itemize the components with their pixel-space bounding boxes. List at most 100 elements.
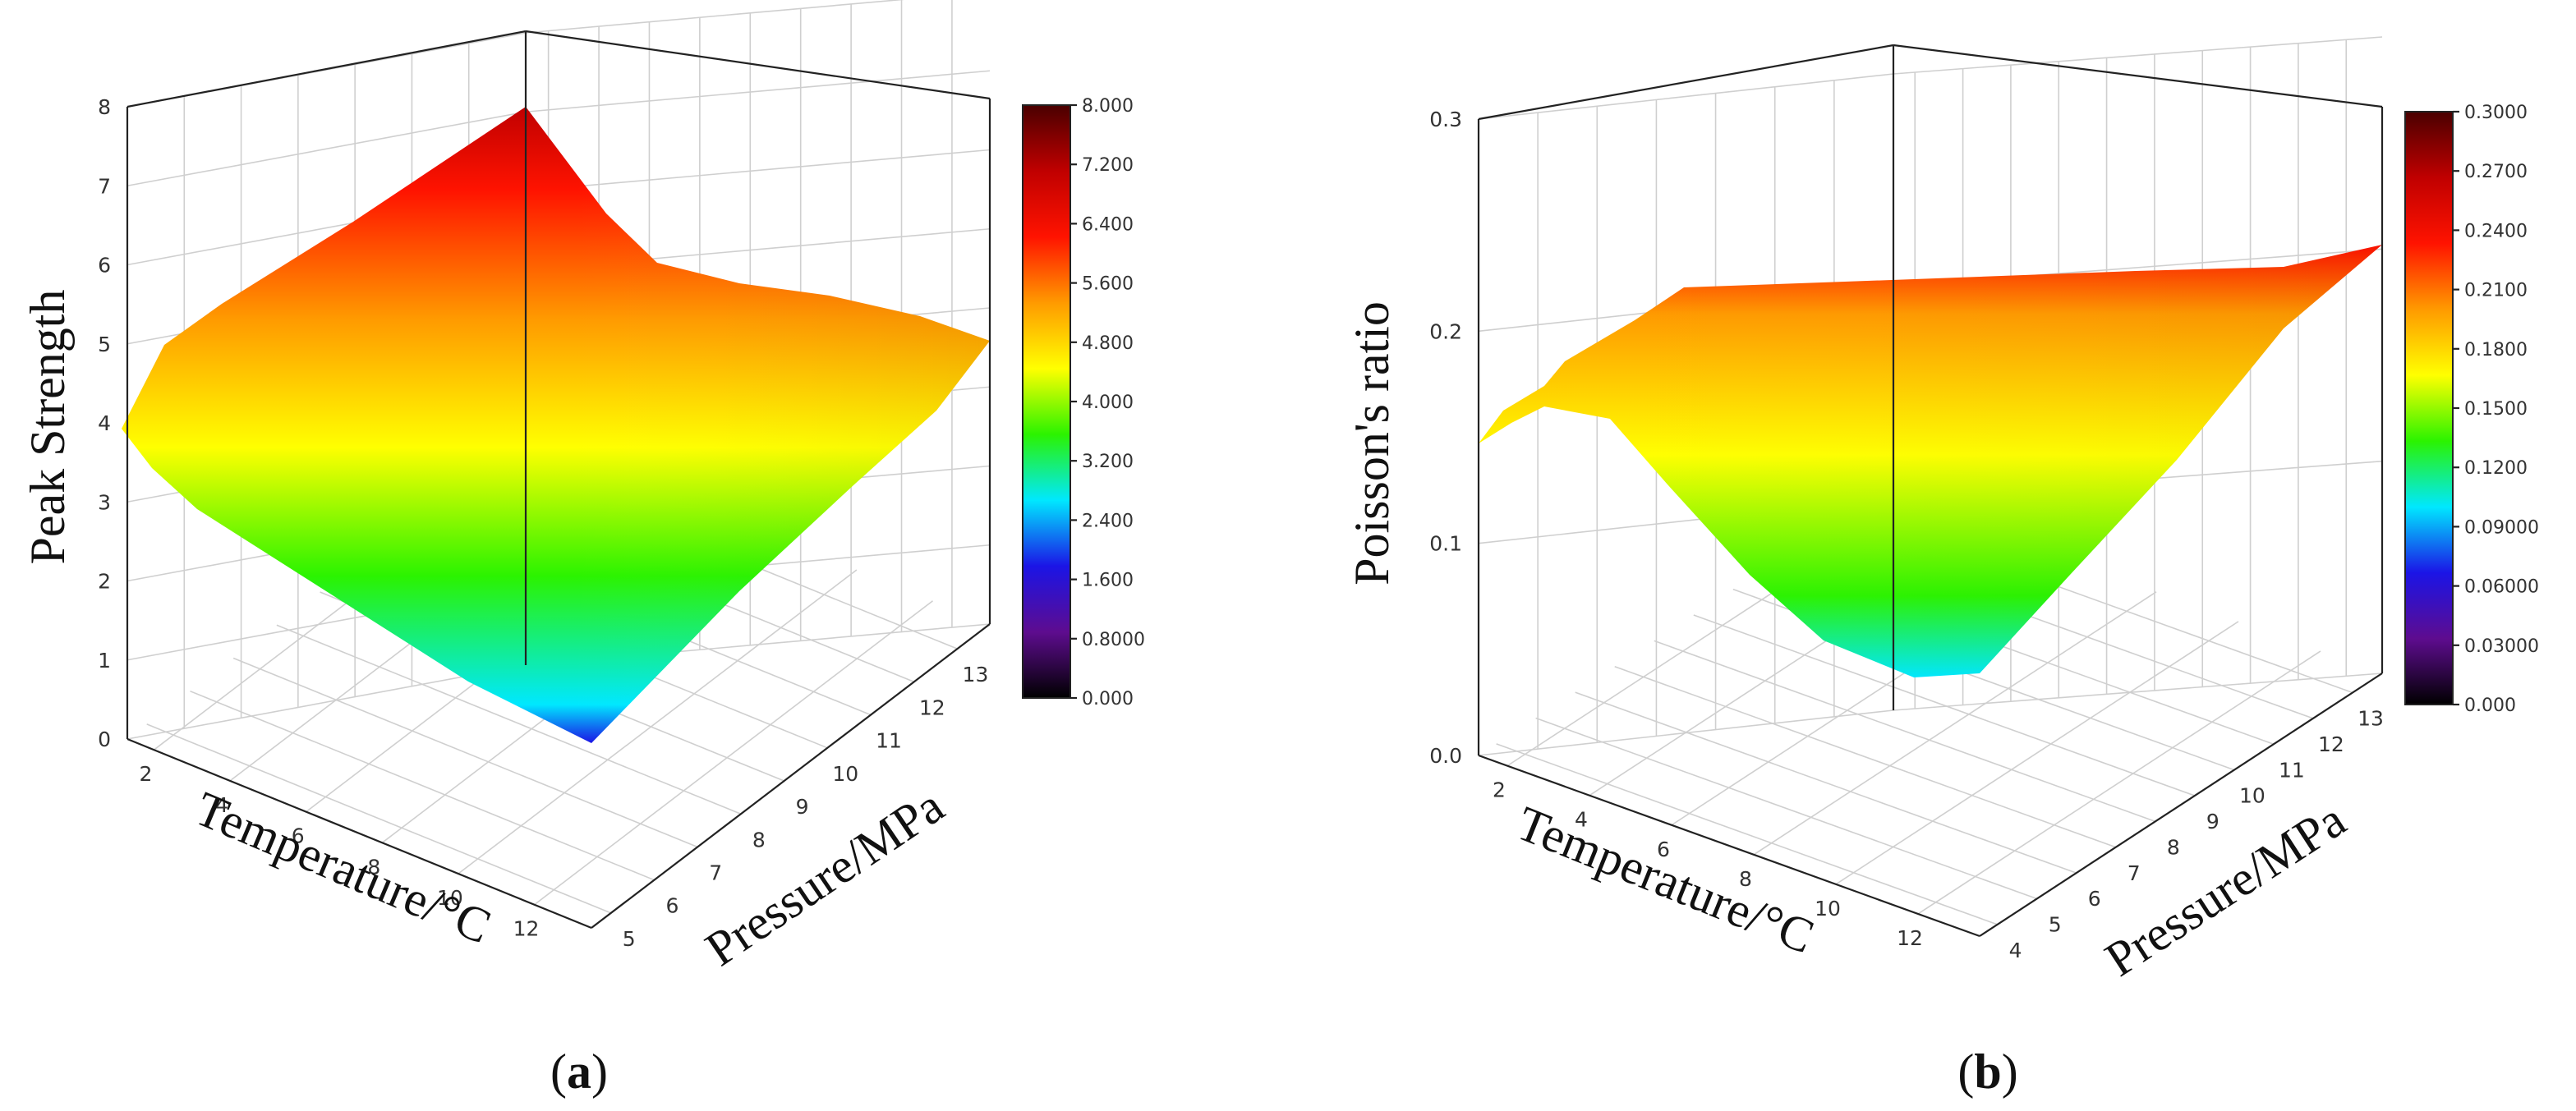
a-xgrid-floor	[458, 569, 858, 875]
a-z-tick-label: 2	[98, 570, 111, 594]
a-y-tick-label: 12	[919, 696, 945, 719]
a-y-tick-label: 5	[623, 927, 636, 951]
b-z-tick-label: 0.0	[1429, 744, 1462, 768]
panel-b-z-label: Poisson's ratio	[1345, 301, 1399, 585]
a-zgrid-left	[126, 111, 527, 187]
panel-b-z-ticks: 0.0 0.1 0.2 0.3	[1429, 108, 1462, 768]
panel-b-y-label: Pressure/MPa	[2095, 792, 2354, 987]
panel-a-back-top	[525, 30, 991, 100]
b-y-tick-label: 9	[2206, 810, 2220, 833]
a-z-tick-label: 7	[98, 174, 111, 198]
b-zgrid-left	[1478, 73, 1894, 120]
b-ygrid-floor	[1496, 743, 1998, 925]
a-y-tick-label: 6	[665, 894, 678, 918]
b-y-tick-label: 8	[2167, 835, 2180, 859]
panel-a-x-label: Temperature/°C	[188, 781, 499, 953]
panel-a-caption: (a)	[550, 1044, 608, 1099]
a-colorbar-label: 8.000	[1082, 96, 1134, 117]
a-ygrid-floor	[232, 657, 698, 848]
panel-a-left-top	[126, 30, 527, 108]
b-z-tick-label: 0.3	[1429, 108, 1462, 131]
b-colorbar-label: 0.03000	[2464, 636, 2539, 657]
b-z-tick-label: 0.2	[1429, 319, 1462, 343]
b-ygrid-floor	[1614, 666, 2117, 848]
a-z-tick-label: 5	[98, 333, 111, 356]
a-z-tick-label: 3	[98, 490, 111, 514]
b-ygrid-floor	[1693, 614, 2196, 797]
panel-a-x-axis	[126, 737, 592, 930]
panel-a-y-ticks: 5 6 7 8 9 10 11 12 13	[623, 663, 989, 951]
a-y-tick-label: 11	[876, 729, 902, 753]
b-ygrid-floor	[1535, 717, 2037, 900]
a-z-tick-label: 1	[98, 649, 111, 673]
a-colorbar-label: 3.200	[1082, 452, 1134, 472]
b-y-tick-label: 11	[2279, 758, 2305, 782]
a-colorbar-label: 5.600	[1082, 274, 1134, 295]
b-xgrid-floor	[1917, 650, 2321, 915]
a-zgrid-back	[525, 149, 991, 192]
a-x-tick-label: 2	[139, 762, 152, 786]
a-ygrid-floor	[146, 723, 612, 914]
a-x-tick-label: 8	[367, 855, 380, 879]
panel-b-y-axis	[1979, 673, 2383, 937]
a-colorbar-label: 7.200	[1082, 155, 1134, 176]
a-x-tick-label: 4	[215, 793, 228, 817]
a-y-tick-label: 8	[752, 828, 766, 852]
b-zgrid-back	[1893, 673, 2383, 711]
a-xgrid-floor	[534, 600, 934, 906]
a-x-tick-label: 12	[513, 917, 540, 941]
b-y-tick-label: 12	[2318, 732, 2344, 756]
b-x-tick-label: 10	[1815, 897, 1841, 920]
panel-b-y-ticks: 4 5 6 7 8 9 10 11 12 13	[2009, 707, 2384, 962]
a-colorbar-label: 6.400	[1082, 214, 1134, 235]
a-zgrid-back	[525, 0, 905, 34]
b-colorbar-label: 0.2100	[2464, 281, 2528, 301]
a-z-tick-label: 4	[98, 411, 111, 435]
b-zgrid-back	[1893, 36, 2383, 75]
a-y-tick-label: 7	[709, 861, 722, 884]
panel-a-colorbar	[1022, 104, 1071, 699]
b-colorbar-label: 0.09000	[2464, 517, 2539, 538]
a-ygrid-floor	[190, 690, 655, 881]
b-x-tick-label: 8	[1739, 867, 1752, 891]
b-colorbar-label: 0.06000	[2464, 577, 2539, 598]
panel-b-chart: 0.0 0.1 0.2 0.3 2 4 6 8 10 12 4 5 6 7 8 9 10 11 12 13 Poi…	[1345, 36, 2539, 1099]
b-x-tick-label: 4	[1575, 808, 1588, 832]
b-ygrid-floor	[1575, 691, 2077, 874]
panel-a-surface-shade	[122, 107, 990, 743]
panel-b-colorbar	[2404, 111, 2454, 705]
panel-b-x-axis	[1478, 754, 1980, 938]
a-z-tick-label: 8	[98, 95, 111, 119]
panel-a-y-axis	[591, 623, 991, 929]
a-zgrid-back	[525, 70, 991, 113]
b-xgrid-floor	[1753, 591, 2157, 856]
a-x-tick-label: 6	[292, 824, 305, 848]
b-x-tick-label: 6	[1657, 838, 1670, 861]
panel-b-axes	[1477, 44, 2384, 938]
b-z-tick-label: 0.1	[1429, 532, 1462, 556]
panel-a-z-label: Peak Strength	[21, 290, 75, 565]
b-colorbar-label: 0.1200	[2464, 458, 2528, 479]
b-y-tick-label: 13	[2358, 707, 2384, 731]
panel-b-x-label: Temperature/°C	[1510, 796, 1822, 964]
b-colorbar-label: 0.1500	[2464, 399, 2528, 420]
panel-a-axes	[126, 30, 991, 930]
panel-b-colorbar-ticks: 0.3000 0.2700 0.2400 0.2100 0.1800 0.1500 0.12…	[2453, 103, 2539, 716]
b-colorbar-label: 0.3000	[2464, 103, 2528, 123]
a-zgrid-left	[126, 664, 527, 740]
panel-a-z-ticks: 0 1 2 3 4 5 6 7 8	[98, 95, 111, 751]
a-y-tick-label: 9	[796, 795, 809, 819]
b-colorbar-label: 0.1800	[2464, 340, 2528, 360]
a-z-tick-label: 6	[98, 254, 111, 278]
panel-b-caption: (b)	[1957, 1044, 2017, 1099]
a-colorbar-label: 0.000	[1082, 689, 1134, 709]
b-x-tick-label: 2	[1493, 778, 1506, 802]
panel-b-left-top	[1478, 44, 1894, 121]
b-colorbar-label: 0.2700	[2464, 162, 2528, 182]
b-y-tick-label: 4	[2009, 939, 2022, 962]
b-x-tick-label: 12	[1897, 926, 1923, 950]
panel-b-x-ticks: 2 4 6 8 10 12	[1493, 778, 1923, 950]
a-z-tick-label: 0	[98, 728, 111, 751]
a-y-tick-label: 10	[832, 762, 858, 786]
